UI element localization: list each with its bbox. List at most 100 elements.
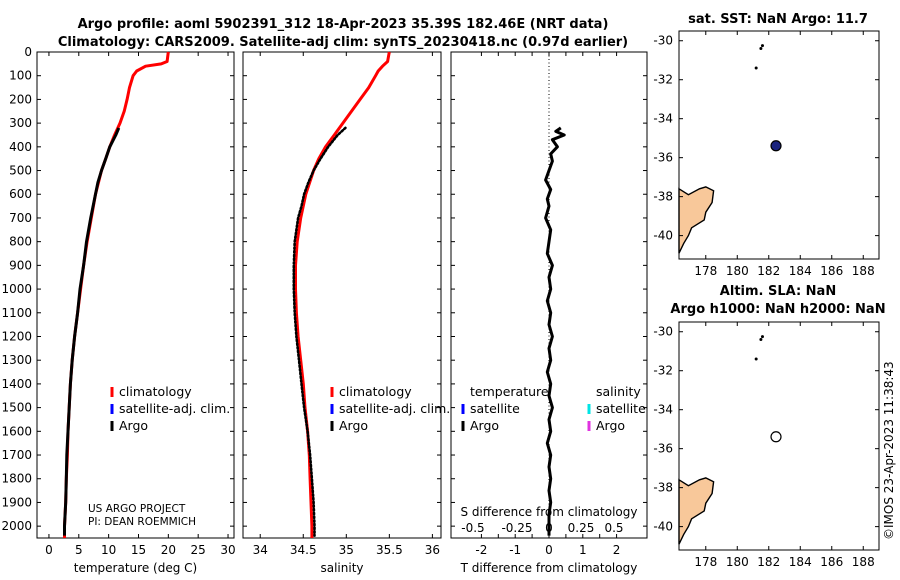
legend-label: satellite — [596, 401, 646, 416]
map-frame — [678, 30, 880, 260]
y-tick-label: 1300 — [1, 353, 32, 367]
x-tick-label: 34 — [253, 543, 268, 557]
y-tick-label: 500 — [9, 164, 32, 178]
figure-title-line2: Climatology: CARS2009. Satellite-adj cli… — [58, 35, 628, 50]
y-tick-label: 1700 — [1, 448, 32, 462]
legend-label: Argo — [119, 418, 148, 433]
x-tick-label: 188 — [852, 264, 875, 278]
x-tick-label: 2 — [613, 543, 621, 557]
y-tick-label: 600 — [9, 187, 32, 201]
x-tick-label: 184 — [789, 555, 812, 569]
secondary-axis-label: S difference from climatology — [461, 505, 638, 519]
y-tick-label: -30 — [653, 34, 673, 48]
legend-title-salinity: salinity — [596, 384, 641, 399]
y-tick-label: 900 — [9, 258, 32, 272]
x-tick-label: -1 — [509, 543, 521, 557]
y-tick-label: 300 — [9, 116, 32, 130]
y-tick-label: 0 — [24, 45, 32, 59]
x-tick-label: 5 — [75, 543, 83, 557]
temperature-difference-argo-line — [544, 126, 566, 536]
y-tick-label: -36 — [653, 151, 673, 165]
sla-map-panel: 178 180 182 184 186 188 -30 -32 -34 -36 -38 -40 — [653, 321, 880, 569]
y-tick-label: -30 — [653, 325, 673, 339]
island-shape — [759, 338, 763, 342]
y-tick-label: 1200 — [1, 329, 32, 343]
legend-title-temperature: temperature — [470, 384, 549, 399]
sla-map-title-line1: Altim. SLA: NaN — [720, 284, 836, 299]
x-tick-label: 1 — [579, 543, 587, 557]
map-frame — [678, 321, 880, 551]
island-shape — [759, 47, 763, 51]
project-pi: PI: DEAN ROEMMICH — [88, 516, 196, 528]
legend-label: Argo — [596, 418, 625, 433]
y-tick-label: 1100 — [1, 306, 32, 320]
secondary-tick-label: 0.25 — [568, 521, 595, 535]
legend-label: Argo — [339, 418, 368, 433]
x-tick-label: 35 — [339, 543, 354, 557]
x-tick-label: 182 — [757, 555, 780, 569]
float-position-marker — [770, 431, 782, 443]
y-tick-label: -34 — [653, 112, 673, 126]
legend-label: Argo — [470, 418, 499, 433]
temperature-argo-line — [63, 127, 121, 536]
y-tick-label: 400 — [9, 140, 32, 154]
secondary-tick-label: 0.5 — [604, 521, 623, 535]
x-tick-label: 15 — [131, 543, 146, 557]
legend-label: satellite — [470, 401, 520, 416]
y-tick-label: 2000 — [1, 519, 32, 533]
temperature-panel: 0 5 10 15 20 25 30 temperature (deg C) 0 100 200 30… — [1, 45, 235, 575]
y-tick-label: -38 — [653, 481, 673, 495]
y-tick-label: 1800 — [1, 472, 32, 486]
y-tick-label: -34 — [653, 403, 673, 417]
x-tick-label: 30 — [220, 543, 235, 557]
x-tick-label: 36 — [425, 543, 440, 557]
y-tick-label: 1400 — [1, 377, 32, 391]
island-shape — [760, 335, 764, 339]
secondary-tick-label: 0 — [545, 521, 553, 535]
x-tick-label: 178 — [694, 264, 717, 278]
sst-map-title: sat. SST: NaN Argo: 11.7 — [688, 12, 868, 27]
x-tick-label: 180 — [726, 264, 749, 278]
x-tick-label: 10 — [101, 543, 116, 557]
y-tick-label: -38 — [653, 190, 673, 204]
x-tick-label: 20 — [161, 543, 176, 557]
legend-label: climatology — [119, 384, 192, 399]
island-shape — [754, 357, 758, 361]
x-axis-label: salinity — [320, 561, 363, 575]
island-shape — [754, 66, 758, 70]
plot-frame — [242, 51, 442, 539]
project-name: US ARGO PROJECT — [88, 503, 186, 515]
difference-panel: -2 -1 0 1 2 T difference from climatology temp… — [450, 51, 648, 575]
x-tick-label: 182 — [757, 264, 780, 278]
x-tick-label: 180 — [726, 555, 749, 569]
y-tick-label: 800 — [9, 235, 32, 249]
y-tick-label: -32 — [653, 73, 673, 87]
x-tick-label: 178 — [694, 555, 717, 569]
x-tick-label: 0 — [545, 543, 553, 557]
sst-map-panel: 178 180 182 184 186 188 -30 -32 -34 -36 -38 -40 — [653, 30, 880, 278]
x-axis-label: T difference from climatology — [460, 561, 638, 575]
x-tick-label: 25 — [191, 543, 206, 557]
figure-title-line1: Argo profile: aoml 5902391_312 18-Apr-20… — [78, 17, 609, 32]
y-tick-label: 1000 — [1, 282, 32, 296]
x-tick-label: 186 — [820, 264, 843, 278]
x-tick-label: 35.5 — [376, 543, 403, 557]
salinity-panel: 34 34.5 35 35.5 36 salinity climatology satelli… — [242, 51, 450, 575]
y-tick-label: -40 — [653, 520, 673, 534]
y-tick-label: 100 — [9, 69, 32, 83]
legend-label: satellite-adj. clim. — [339, 401, 450, 416]
float-position-marker — [770, 140, 782, 152]
island-shape — [760, 44, 764, 48]
salinity-argo-line — [292, 126, 347, 537]
sla-map-title-line2: Argo h1000: NaN h2000: NaN — [670, 302, 885, 317]
x-axis-label: temperature (deg C) — [74, 561, 197, 575]
y-tick-label: -36 — [653, 442, 673, 456]
plot-frame — [36, 51, 235, 539]
secondary-tick-label: -0.25 — [501, 521, 532, 535]
land-shape — [678, 186, 715, 254]
y-tick-label: -32 — [653, 364, 673, 378]
x-tick-label: 184 — [789, 264, 812, 278]
y-tick-label: 1900 — [1, 495, 32, 509]
legend-label: climatology — [339, 384, 412, 399]
